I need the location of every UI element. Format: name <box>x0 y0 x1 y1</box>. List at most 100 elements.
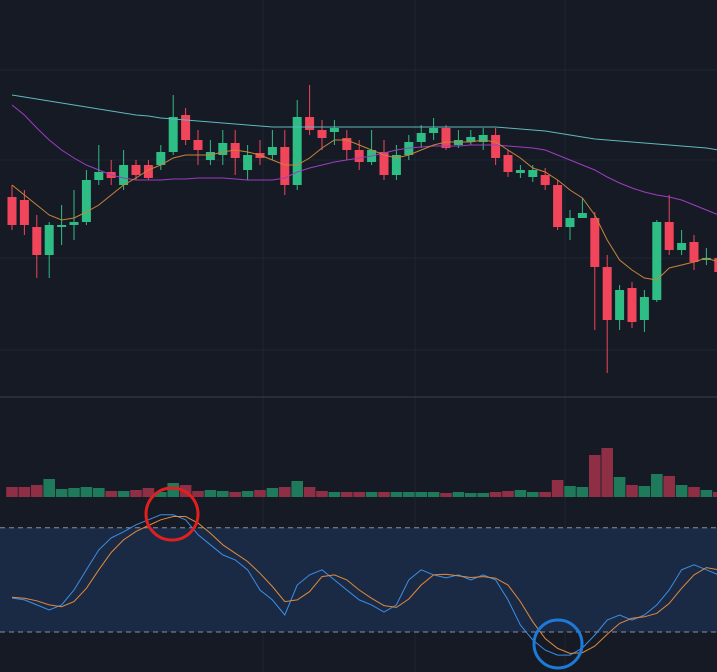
candle-body <box>701 258 711 260</box>
candle-body <box>590 218 600 267</box>
candle-body <box>267 147 277 155</box>
candle-body <box>466 137 476 142</box>
volume-bar <box>390 492 403 497</box>
volume-bar <box>589 455 601 497</box>
volume-bar <box>353 492 365 497</box>
candle-body <box>664 222 674 250</box>
volume-bar <box>93 488 105 497</box>
volume-bar <box>142 488 155 497</box>
candle-body <box>677 243 687 250</box>
volume-bar <box>415 492 427 497</box>
volume-bar <box>241 491 254 497</box>
candle-body <box>19 200 29 225</box>
volume-bar <box>651 474 663 497</box>
candle-body <box>329 128 339 132</box>
band-fill <box>0 527 717 633</box>
candle-body <box>57 225 67 227</box>
volume-bar <box>167 483 179 497</box>
highlight-circle <box>532 618 584 670</box>
candle-body <box>280 147 290 185</box>
candle-body <box>577 213 587 218</box>
candle-body <box>478 135 488 142</box>
candle-body <box>354 150 364 162</box>
candle-body <box>168 117 178 152</box>
volume-bar <box>663 476 675 497</box>
candle-body <box>391 155 401 175</box>
candle-body <box>689 242 699 262</box>
volume-bar <box>80 487 93 497</box>
candle-body <box>69 222 79 225</box>
candle-body <box>714 258 717 272</box>
candle-body <box>441 128 451 148</box>
candle-body <box>515 170 525 173</box>
candle-body <box>565 218 575 227</box>
candle-body <box>131 165 141 175</box>
volume-bar <box>601 448 613 497</box>
volume-bar <box>477 493 489 497</box>
volume-bar <box>688 487 700 497</box>
candle-body <box>143 165 153 178</box>
candle-body <box>416 133 426 142</box>
volume-bar <box>452 492 465 497</box>
volume-bar <box>6 487 18 497</box>
volume-bar <box>365 492 378 497</box>
volume-bar <box>514 490 527 497</box>
volume-bar <box>638 486 651 497</box>
volume-bar <box>489 492 502 497</box>
candle-body <box>379 152 389 175</box>
volume-bar <box>675 485 688 497</box>
candle-body <box>94 172 104 180</box>
candle-body <box>32 227 42 255</box>
candle-body <box>7 197 17 225</box>
volume-bar <box>613 477 626 497</box>
candle-body <box>615 290 625 320</box>
volume-bar <box>204 490 217 497</box>
volume-bar <box>341 492 353 497</box>
volume-bar <box>551 480 564 497</box>
volume-bar <box>105 491 117 497</box>
candle-body <box>305 117 315 130</box>
candle-body <box>317 130 327 138</box>
volume-bar <box>18 487 31 497</box>
volume-bar <box>117 491 130 497</box>
candle-body <box>193 140 203 150</box>
candle-body <box>627 288 637 322</box>
candle-body <box>553 185 563 227</box>
candle-body <box>528 170 538 177</box>
volume-bar <box>700 490 713 497</box>
volume-bar <box>55 489 68 497</box>
volume-bar <box>155 492 167 497</box>
candle-body <box>639 297 649 320</box>
candle-body <box>540 175 550 185</box>
volume-bar <box>130 490 142 497</box>
volume-bar <box>502 491 514 497</box>
volume-bar <box>539 492 551 497</box>
volume-bar <box>192 491 204 497</box>
volume-bar <box>316 491 328 497</box>
volume-bar <box>303 487 316 497</box>
volume-bar <box>279 487 291 497</box>
volume-bar <box>378 492 390 497</box>
volume-bar <box>328 492 341 497</box>
volume-bar <box>266 488 279 497</box>
volume-bar <box>564 486 576 497</box>
volume-bar <box>527 492 539 497</box>
volume-bar <box>68 488 80 497</box>
candle-body <box>44 225 54 255</box>
moving-average-line <box>11 139 717 281</box>
volume-bar <box>31 485 43 497</box>
highlight-circle <box>144 486 200 542</box>
candle-body <box>503 155 513 172</box>
candle-body <box>156 152 166 165</box>
candle-body <box>652 222 662 300</box>
volume-bar <box>440 493 452 497</box>
volume-bar <box>217 491 229 497</box>
candle-body <box>342 138 352 150</box>
volume-bar <box>713 492 717 497</box>
volume-bar <box>229 492 241 497</box>
candle-body <box>292 117 302 185</box>
volume-bar <box>626 485 638 497</box>
oscillator-line <box>11 516 717 654</box>
